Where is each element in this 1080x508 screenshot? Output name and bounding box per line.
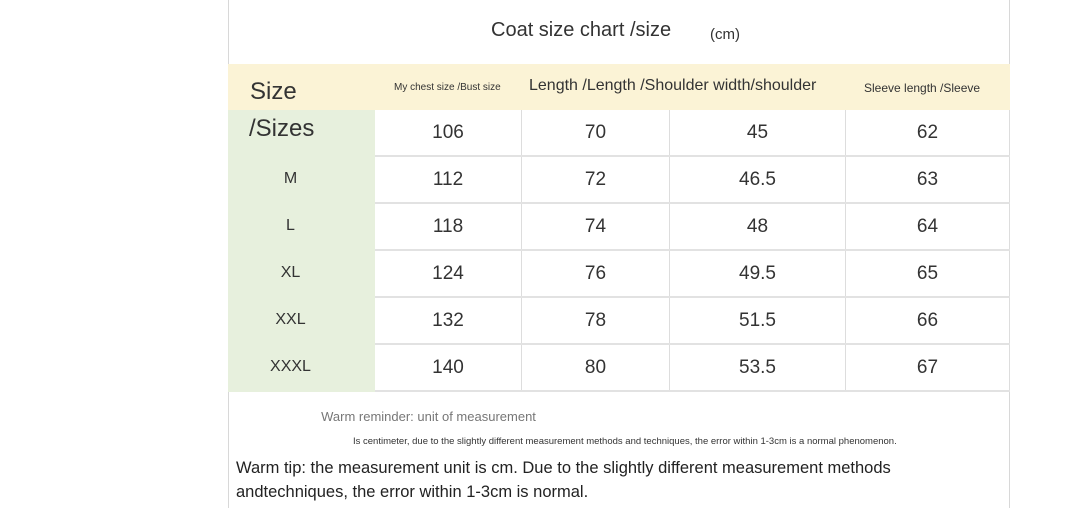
cell-shoulder: 48 xyxy=(670,204,846,249)
cell-sleeve: 67 xyxy=(846,345,1010,390)
cell-sleeve: 65 xyxy=(846,251,1010,296)
cell-length: 80 xyxy=(522,345,670,390)
tip-line-1: Warm tip: the measurement unit is cm. Du… xyxy=(236,459,891,477)
size-label: L xyxy=(286,217,295,234)
tip-line-2: andtechniques, the error within 1-3cm is… xyxy=(236,483,589,501)
reminder-label: Warm reminder: unit of measurement xyxy=(321,409,536,424)
cell-length: 78 xyxy=(522,298,670,343)
size-column xyxy=(228,110,375,392)
cell-length: 72 xyxy=(522,157,670,202)
reminder-detail: Is centimeter, due to the slightly diffe… xyxy=(353,436,897,447)
header-sizes: /Sizes xyxy=(249,115,315,142)
table-row: 124 76 49.5 65 xyxy=(375,251,1010,298)
cell-shoulder: 53.5 xyxy=(670,345,846,390)
cell-sleeve: 62 xyxy=(846,110,1010,155)
cell-chest: 132 xyxy=(375,298,522,343)
size-table: 106 70 45 62 112 72 46.5 63 118 74 48 64 124 76 49.5 65… xyxy=(375,110,1010,392)
cell-chest: 124 xyxy=(375,251,522,296)
size-label: XXL xyxy=(275,311,306,328)
table-row: 118 74 48 64 xyxy=(375,204,1010,251)
size-label: XL xyxy=(280,264,301,281)
cell-chest: 106 xyxy=(375,110,522,155)
table-header xyxy=(228,64,1010,110)
header-length-shoulder: Length /Length /Shoulder width/shoulder xyxy=(529,77,817,94)
cell-shoulder: 46.5 xyxy=(670,157,846,202)
cell-sleeve: 64 xyxy=(846,204,1010,249)
cell-chest: 118 xyxy=(375,204,522,249)
table-row: 106 70 45 62 xyxy=(375,110,1010,157)
cell-shoulder: 49.5 xyxy=(670,251,846,296)
cell-shoulder: 51.5 xyxy=(670,298,846,343)
cell-length: 76 xyxy=(522,251,670,296)
header-size: Size xyxy=(250,78,297,105)
chart-title: Coat size chart /size xyxy=(491,19,672,41)
table-row: 140 80 53.5 67 xyxy=(375,345,1010,392)
size-label: M xyxy=(283,170,298,187)
unit-label: (cm) xyxy=(710,26,740,43)
table-row: 132 78 51.5 66 xyxy=(375,298,1010,345)
cell-chest: 112 xyxy=(375,157,522,202)
table-row: 112 72 46.5 63 xyxy=(375,157,1010,204)
header-sleeve: Sleeve length /Sleeve xyxy=(864,81,981,95)
cell-length: 74 xyxy=(522,204,670,249)
cell-chest: 140 xyxy=(375,345,522,390)
cell-sleeve: 66 xyxy=(846,298,1010,343)
header-chest: My chest size /Bust size xyxy=(394,82,501,93)
cell-length: 70 xyxy=(522,110,670,155)
reminder-text: Warm reminder: unit of measurement xyxy=(0,409,1080,424)
cell-shoulder: 45 xyxy=(670,110,846,155)
warm-tip: Warm tip: the measurement unit is cm. Du… xyxy=(236,456,891,504)
size-label: XXXL xyxy=(270,358,311,375)
cell-sleeve: 63 xyxy=(846,157,1010,202)
